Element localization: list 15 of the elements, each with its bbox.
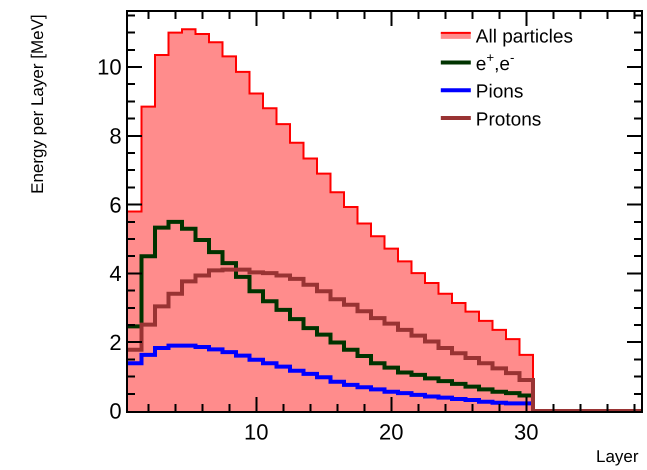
y-axis-title: Energy per Layer [MeV] xyxy=(28,14,47,194)
x-axis-title: Layer xyxy=(596,447,639,466)
y-tick-label: 4 xyxy=(109,261,122,286)
y-tick-label: 2 xyxy=(109,330,122,355)
legend-label: All particles xyxy=(476,26,573,48)
y-tick-label: 6 xyxy=(109,192,122,218)
legend-label: Pions xyxy=(476,82,524,103)
legend-label: e$^{+}$,e$^{-}$ xyxy=(476,50,514,75)
y-tick-label: 0 xyxy=(109,398,122,424)
x-tick-label: 30 xyxy=(514,419,538,444)
y-tick-label: 8 xyxy=(109,124,122,149)
y-tick-label: 10 xyxy=(97,54,122,80)
x-tick-label: 10 xyxy=(244,419,268,444)
x-tick-label: 20 xyxy=(379,419,404,444)
legend-label: Protons xyxy=(476,109,542,130)
